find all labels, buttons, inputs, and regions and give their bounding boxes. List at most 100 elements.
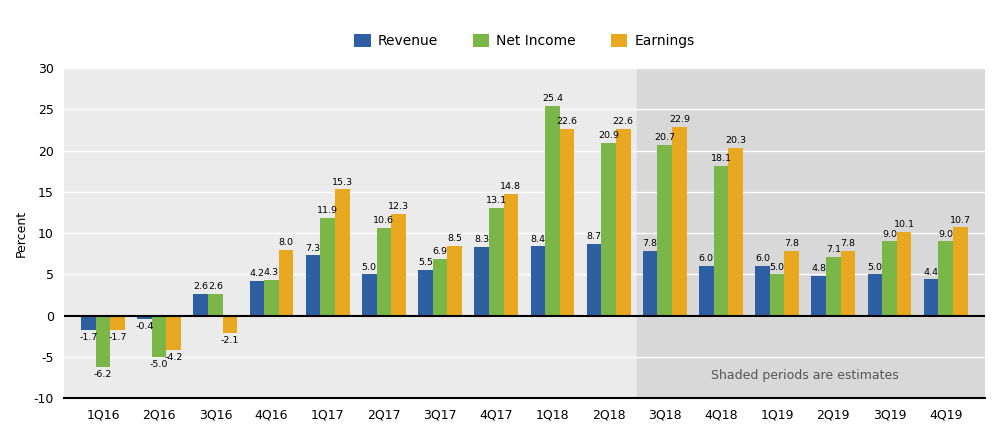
Text: 5.0: 5.0 xyxy=(867,262,882,272)
Bar xyxy=(601,143,616,316)
Bar xyxy=(728,148,743,316)
Bar xyxy=(320,218,335,316)
Text: 22.9: 22.9 xyxy=(669,115,690,124)
Text: 8.4: 8.4 xyxy=(530,235,545,244)
Text: 18.1: 18.1 xyxy=(710,154,731,164)
Bar xyxy=(152,316,166,357)
Text: 7.3: 7.3 xyxy=(306,244,321,252)
Bar xyxy=(279,250,293,316)
Text: 13.1: 13.1 xyxy=(486,196,507,205)
Bar xyxy=(137,316,152,319)
Text: 10.1: 10.1 xyxy=(894,221,915,229)
Text: 6.9: 6.9 xyxy=(433,247,448,256)
Text: 4.8: 4.8 xyxy=(811,264,826,273)
Text: 4.2: 4.2 xyxy=(249,269,264,278)
Bar xyxy=(882,242,897,316)
Text: 10.7: 10.7 xyxy=(950,215,971,225)
Bar xyxy=(924,279,938,316)
Bar xyxy=(616,129,631,316)
Bar xyxy=(953,228,968,316)
Text: 8.7: 8.7 xyxy=(586,232,601,241)
Text: 7.1: 7.1 xyxy=(826,245,841,254)
Text: 4.3: 4.3 xyxy=(264,269,279,277)
Text: 14.8: 14.8 xyxy=(500,182,521,191)
Bar xyxy=(504,194,518,316)
Text: -0.4: -0.4 xyxy=(135,322,154,331)
Text: 2.6: 2.6 xyxy=(208,283,223,291)
Bar xyxy=(96,316,110,367)
Text: 15.3: 15.3 xyxy=(332,177,353,187)
Text: 6.0: 6.0 xyxy=(699,254,714,263)
Bar xyxy=(714,167,728,316)
Text: 22.6: 22.6 xyxy=(613,117,634,126)
Bar xyxy=(489,208,504,316)
Bar xyxy=(531,246,545,316)
Text: 11.9: 11.9 xyxy=(317,206,338,215)
Legend: Revenue, Net Income, Earnings: Revenue, Net Income, Earnings xyxy=(349,29,700,54)
Text: -2.1: -2.1 xyxy=(221,336,239,345)
Text: 5.0: 5.0 xyxy=(362,262,377,272)
Bar xyxy=(770,275,784,316)
Text: 5.5: 5.5 xyxy=(418,259,433,267)
Text: 7.8: 7.8 xyxy=(784,239,799,249)
Bar xyxy=(699,266,714,316)
Bar xyxy=(560,129,574,316)
Bar xyxy=(335,190,350,316)
Text: 8.0: 8.0 xyxy=(279,238,294,247)
Bar xyxy=(826,257,841,316)
Text: 10.6: 10.6 xyxy=(373,216,394,225)
Y-axis label: Percent: Percent xyxy=(15,210,28,257)
Bar xyxy=(784,252,799,316)
Text: 20.3: 20.3 xyxy=(725,136,746,145)
Bar xyxy=(868,275,882,316)
Bar xyxy=(208,294,223,316)
Text: Shaded periods are estimates: Shaded periods are estimates xyxy=(711,369,899,382)
Text: -5.0: -5.0 xyxy=(150,360,168,369)
Bar xyxy=(306,255,320,316)
Text: 4.4: 4.4 xyxy=(924,268,939,276)
Bar xyxy=(897,232,911,316)
Bar xyxy=(474,247,489,316)
Bar xyxy=(587,244,601,316)
Bar xyxy=(362,275,377,316)
Text: -1.7: -1.7 xyxy=(108,333,127,342)
Text: 8.5: 8.5 xyxy=(447,234,462,243)
Bar xyxy=(643,252,657,316)
Bar xyxy=(545,106,560,316)
Bar xyxy=(110,316,125,330)
Text: -1.7: -1.7 xyxy=(79,333,98,342)
Text: -4.2: -4.2 xyxy=(165,353,183,362)
Text: 22.6: 22.6 xyxy=(557,117,578,126)
Bar xyxy=(811,276,826,316)
Bar xyxy=(377,228,391,316)
Bar xyxy=(391,214,406,316)
Text: 25.4: 25.4 xyxy=(542,94,563,103)
Text: 2.6: 2.6 xyxy=(193,283,208,291)
Bar xyxy=(841,252,855,316)
Bar xyxy=(433,259,447,316)
Bar xyxy=(447,245,462,316)
Text: 20.7: 20.7 xyxy=(654,133,675,142)
Text: 20.9: 20.9 xyxy=(598,131,619,140)
Text: 6.0: 6.0 xyxy=(755,254,770,263)
Text: 12.3: 12.3 xyxy=(388,202,409,211)
Bar xyxy=(418,270,433,316)
Text: 9.0: 9.0 xyxy=(882,230,897,238)
Bar xyxy=(250,281,264,316)
Bar xyxy=(264,280,279,316)
Text: 5.0: 5.0 xyxy=(770,262,785,272)
Bar xyxy=(223,316,237,333)
Text: 7.8: 7.8 xyxy=(840,239,855,249)
Bar xyxy=(637,68,985,398)
Bar xyxy=(755,266,770,316)
Bar xyxy=(81,316,96,330)
Bar xyxy=(938,242,953,316)
Text: 9.0: 9.0 xyxy=(938,230,953,238)
Text: -6.2: -6.2 xyxy=(94,370,112,379)
Bar xyxy=(166,316,181,351)
Bar xyxy=(193,294,208,316)
Bar xyxy=(657,145,672,316)
Text: 7.8: 7.8 xyxy=(643,239,658,249)
Text: 8.3: 8.3 xyxy=(474,235,489,244)
Bar xyxy=(672,127,687,316)
